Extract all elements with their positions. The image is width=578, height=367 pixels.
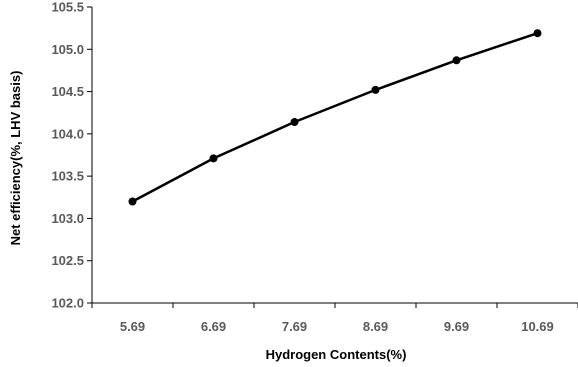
x-tick-label: 6.69 [201, 319, 226, 334]
axes [87, 6, 578, 308]
data-point [371, 85, 380, 94]
y-tick-label: 102.5 [51, 253, 84, 268]
data-point [290, 118, 299, 127]
y-axis-title: Net efficiency(%, LHV basis) [8, 71, 23, 246]
y-tick-label: 104.5 [51, 84, 84, 99]
y-tick-label: 103.0 [51, 211, 84, 226]
y-tick-label: 105.0 [51, 42, 84, 57]
data-point [209, 154, 218, 163]
series-line [131, 31, 539, 203]
y-tick-labels: 102.0 102.5 103.0 103.5 104.0 104.5 105.0 105.5 [51, 0, 84, 311]
x-tick-label: 10.69 [521, 319, 554, 334]
x-tick-label: 5.69 [120, 319, 145, 334]
y-tick-label: 105.5 [51, 0, 84, 15]
data-point [128, 197, 137, 206]
data-point [533, 29, 542, 38]
x-tick-labels: 5.69 6.69 7.69 8.69 9.69 10.69 [120, 319, 554, 334]
x-tick-label: 9.69 [444, 319, 469, 334]
x-tick-label: 7.69 [282, 319, 307, 334]
y-tick-label: 103.5 [51, 169, 84, 184]
series-group [128, 29, 542, 206]
x-tick-label: 8.69 [363, 319, 388, 334]
y-tick-label: 102.0 [51, 296, 84, 311]
y-tick-label: 104.0 [51, 126, 84, 141]
x-axis-title: Hydrogen Contents(%) [266, 347, 407, 362]
data-point [452, 56, 461, 65]
